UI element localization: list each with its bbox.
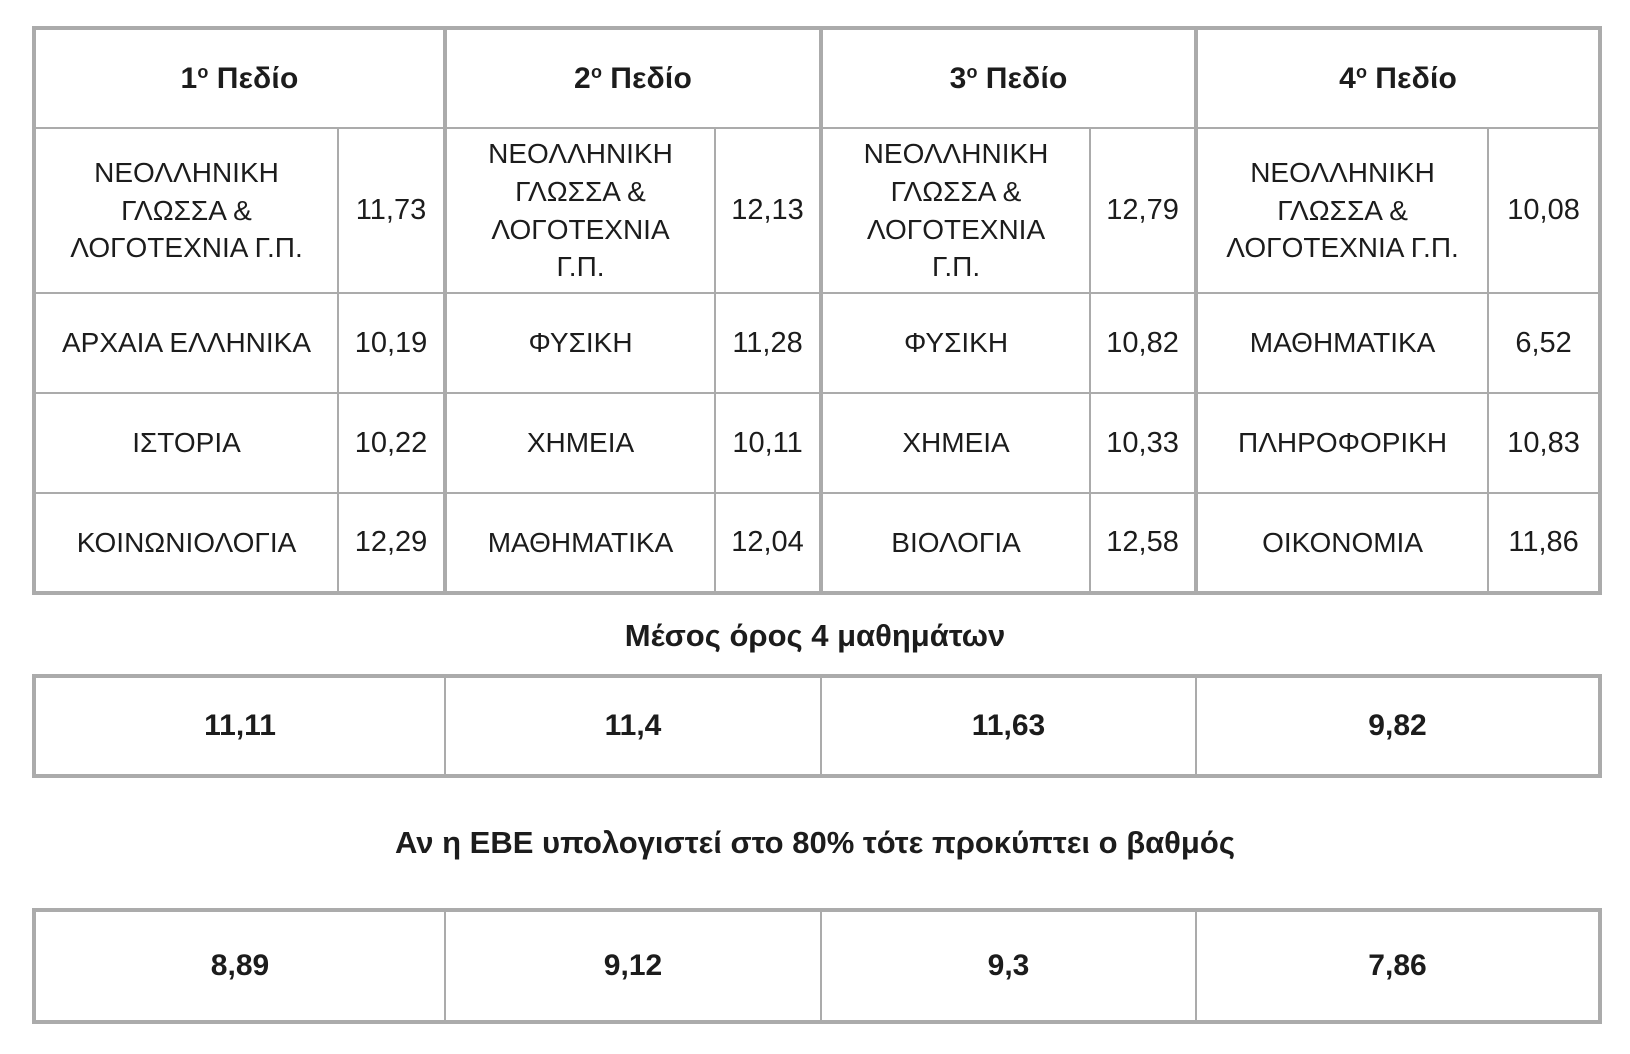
score-cell: 10,08 [1487,126,1602,295]
table-row: ΚΟΙΝΩΝΙΟΛΟΓΙΑ 12,29 ΜΑΘΗΜΑΤΙΚΑ 12,04 ΒΙΟ… [33,492,1602,595]
ebe-cell: 7,86 [1195,908,1601,1023]
table-row: ΝΕΟΛΛΗΝΙΚΗ ΓΛΩΣΣΑ & ΛΟΓΟΤΕΧΝΙΑ Γ.Π. 11,7… [33,126,1602,295]
ordinal-suffix: ο [197,61,209,82]
score-cell: 10,82 [1089,292,1198,395]
average-cell: 9,82 [1195,675,1601,778]
score-cell: 10,19 [336,292,447,395]
field-number: 1 [180,61,198,95]
score-cell: 10,22 [336,392,447,495]
score-cell: 12,13 [714,126,823,295]
subject-cell: ΦΥΣΙΚΗ [443,292,717,395]
subject-cell: ΚΟΙΝΩΝΙΟΛΟΓΙΑ [33,492,339,595]
score-cell: 11,86 [1487,492,1602,595]
ordinal-suffix: ο [590,61,603,82]
field-3-header: 3ο Πεδίο [819,27,1198,129]
ebe-heading: Αν η ΕΒΕ υπολογιστεί στο 80% τότε προκύπ… [395,825,1235,861]
average-cell: 11,11 [33,675,446,778]
score-cell: 10,83 [1487,392,1602,495]
header-row: 1ο Πεδίο 2ο Πεδίο 3ο Πεδίο 4ο Πεδίο [32,27,1602,129]
field-number: 2 [574,61,591,95]
subject-cell: ΜΑΘΗΜΑΤΙΚΑ [443,492,717,595]
subject-cell: ΟΙΚΟΝΟΜΙΑ [1194,492,1490,595]
field-2-header: 2ο Πεδίο [443,27,823,129]
average-heading: Μέσος όρος 4 μαθημάτων [624,618,1006,654]
subject-cell: ΦΥΣΙΚΗ [819,292,1092,395]
ebe-row: 8,89 9,12 9,3 7,86 [33,908,1601,1023]
subject-cell: ΝΕΟΛΛΗΝΙΚΗ ΓΛΩΣΣΑ & ΛΟΓΟΤΕΧΝΙΑ Γ.Π. [819,126,1092,295]
subject-cell: ΑΡΧΑΙΑ ΕΛΛΗΝΙΚΑ [33,292,339,395]
field-title: Πεδίο [610,61,692,95]
score-cell: 11,73 [336,126,447,295]
subject-cell: ΧΗΜΕΙΑ [443,392,717,495]
ordinal-suffix: ο [966,61,978,82]
fields-table: 1ο Πεδίο 2ο Πεδίο 3ο Πεδίο 4ο Πεδίο ΝΕΟΛΛΗΝΙ… [32,26,1603,596]
ebe-cell: 9,3 [820,908,1197,1023]
score-cell: 12,79 [1089,126,1198,295]
subject-cell: ΜΑΘΗΜΑΤΙΚΑ [1194,292,1490,395]
table-row: ΙΣΤΟΡΙΑ 10,22 ΧΗΜΕΙΑ 10,11 ΧΗΜΕΙΑ 10,33 … [33,392,1602,495]
score-cell: 10,33 [1089,392,1198,495]
ebe-table: 8,89 9,12 9,3 7,86 [32,907,1602,1024]
score-cell: 12,58 [1089,492,1198,595]
average-cell: 11,4 [444,675,822,778]
averages-row: 11,11 11,4 11,63 9,82 [33,675,1601,778]
field-1-header: 1ο Πεδίο [32,27,447,129]
subject-cell: ΒΙΟΛΟΓΙΑ [819,492,1092,595]
score-cell: 12,29 [336,492,447,595]
subject-cell: ΝΕΟΛΛΗΝΙΚΗ ΓΛΩΣΣΑ & ΛΟΓΟΤΕΧΝΙΑ Γ.Π. [33,126,339,295]
field-title: Πεδίο [985,61,1068,95]
score-cell: 12,04 [714,492,823,595]
ebe-cell: 8,89 [33,908,446,1023]
ebe-cell: 9,12 [444,908,822,1023]
score-cell: 6,52 [1487,292,1602,395]
ordinal-suffix: ο [1355,61,1368,82]
field-number: 3 [949,61,967,95]
field-number: 4 [1339,61,1356,95]
subject-cell: ΙΣΤΟΡΙΑ [33,392,339,495]
subject-cell: ΧΗΜΕΙΑ [819,392,1092,495]
field-title: Πεδίο [216,61,299,95]
average-cell: 11,63 [820,675,1197,778]
field-title: Πεδίο [1375,61,1458,95]
averages-table: 11,11 11,4 11,63 9,82 [32,674,1602,779]
score-cell: 11,28 [714,292,823,395]
subject-cell: ΝΕΟΛΛΗΝΙΚΗ ΓΛΩΣΣΑ & ΛΟΓΟΤΕΧΝΙΑ Γ.Π. [1194,126,1490,295]
table-row: ΑΡΧΑΙΑ ΕΛΛΗΝΙΚΑ 10,19 ΦΥΣΙΚΗ 11,28 ΦΥΣΙΚ… [33,292,1602,395]
subject-cell: ΝΕΟΛΛΗΝΙΚΗ ΓΛΩΣΣΑ & ΛΟΓΟΤΕΧΝΙΑ Γ.Π. [443,126,717,295]
score-cell: 10,11 [714,392,823,495]
subject-cell: ΠΛΗΡΟΦΟΡΙΚΗ [1194,392,1490,495]
field-4-header: 4ο Πεδίο [1194,27,1602,129]
